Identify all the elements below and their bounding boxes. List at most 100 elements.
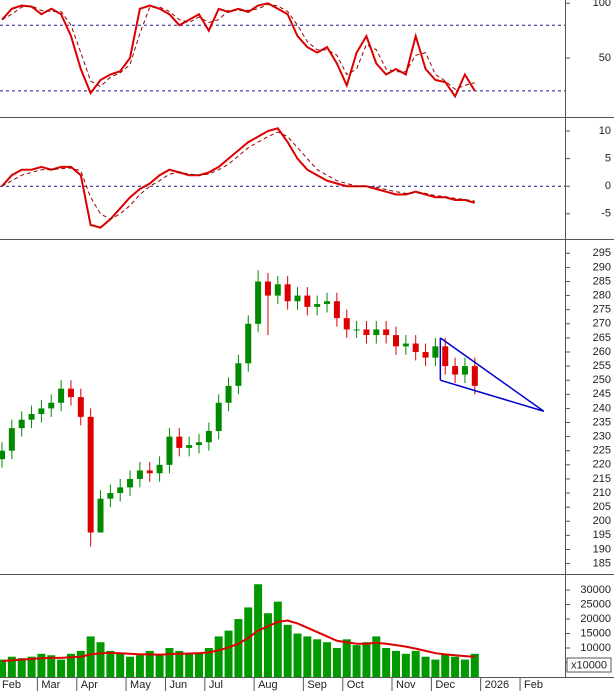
candle-body	[205, 430, 212, 443]
volume-bar	[224, 630, 233, 677]
unit-box	[566, 657, 612, 673]
y-tick-label: 10000	[580, 642, 611, 654]
candle-body	[432, 346, 439, 358]
y-tick-label: 30000	[580, 584, 611, 596]
volume-bar	[47, 655, 56, 677]
volume-bar	[116, 653, 125, 677]
volume-bar	[165, 648, 174, 677]
y-tick-label: 200	[593, 515, 611, 527]
candle-body	[452, 366, 459, 375]
volume-bar	[66, 653, 75, 677]
x-tick-label: May	[130, 679, 151, 691]
candle-body	[38, 408, 45, 415]
y-tick-label: 10	[599, 125, 611, 137]
y-tick-label: 260	[593, 346, 611, 358]
x-tick-label: Mar	[41, 679, 60, 691]
volume-bar	[96, 642, 105, 677]
volume-bar	[27, 656, 36, 677]
volume-bar	[175, 650, 184, 677]
candle-body	[471, 366, 478, 386]
volume-bar	[451, 656, 460, 677]
candle-body	[343, 318, 350, 330]
y-tick-label: 195	[593, 529, 611, 541]
volume-bar	[342, 639, 351, 677]
volume-bar	[401, 653, 410, 677]
candle-body	[28, 414, 35, 420]
y-tick-label: 265	[593, 332, 611, 344]
volume-bar	[382, 648, 391, 677]
y-tick-label: 210	[593, 487, 611, 499]
candle-body	[255, 281, 262, 324]
candle-body	[225, 385, 232, 403]
candle-body	[107, 493, 114, 499]
candle-body	[284, 284, 291, 302]
candle-body	[146, 470, 153, 474]
candle-body	[412, 343, 419, 352]
volume-bar	[293, 633, 302, 677]
volume-bar	[135, 655, 144, 677]
candle-body	[324, 301, 331, 305]
volume-bar	[126, 656, 135, 677]
volume-bar	[17, 658, 26, 677]
y-tick-label: 5	[605, 153, 611, 165]
volume-bar	[332, 648, 341, 677]
y-tick-label: 190	[593, 543, 611, 555]
volume-bar	[204, 648, 213, 677]
candle-body	[166, 436, 173, 465]
y-tick-label: 100	[593, 0, 611, 9]
candle-body	[235, 363, 242, 386]
volume-bar	[195, 652, 203, 677]
candle-body	[442, 346, 449, 367]
volume-bar	[106, 650, 115, 677]
volume-bar	[392, 650, 400, 677]
volume-bar	[431, 659, 440, 677]
y-tick-label: 225	[593, 445, 611, 457]
candle-body	[48, 402, 55, 409]
candle-body	[117, 487, 124, 494]
y-tick-label: 295	[593, 247, 611, 259]
volume-bar	[303, 636, 312, 677]
volume-bar	[470, 653, 479, 677]
volume-bar	[0, 659, 6, 677]
candle-body	[294, 295, 301, 302]
pattern-line	[440, 379, 544, 412]
volume-bar	[145, 650, 154, 677]
candle-body	[422, 352, 429, 358]
y-tick-label: 250	[593, 374, 611, 386]
candle-body	[156, 464, 163, 474]
candle-body	[58, 388, 65, 403]
x-tick-label: Jun	[169, 679, 187, 691]
y-tick-label: 185	[593, 557, 611, 569]
volume-bar	[76, 650, 85, 677]
volume-bar	[421, 656, 430, 677]
y-tick-label: 25000	[580, 598, 611, 610]
unit-label: x10000	[571, 659, 607, 671]
volume-bar	[362, 642, 371, 677]
candle-body	[373, 329, 380, 336]
candle-body	[363, 329, 370, 336]
volume-bar	[283, 624, 292, 677]
volume-bar	[244, 607, 253, 677]
candle-body	[176, 436, 183, 448]
candle-body	[127, 478, 134, 488]
volume-bar	[263, 613, 272, 677]
volume-bar	[234, 619, 243, 677]
candle-body	[314, 304, 321, 307]
volume-bar	[7, 656, 16, 677]
y-tick-label: 255	[593, 360, 611, 372]
x-tick-label: Feb	[2, 679, 21, 691]
candle-body	[67, 388, 74, 398]
y-tick-label: 20000	[580, 613, 611, 625]
y-tick-label: -5	[601, 208, 611, 220]
candle-body	[333, 301, 340, 319]
x-tick-label: Sep	[307, 679, 327, 691]
y-tick-label: 285	[593, 275, 611, 287]
candle-body	[461, 366, 468, 375]
candle-body	[8, 428, 15, 451]
y-tick-label: 290	[593, 261, 611, 273]
candle-body	[186, 445, 193, 448]
candle-body	[245, 323, 252, 364]
x-tick-label: Nov	[396, 679, 416, 691]
